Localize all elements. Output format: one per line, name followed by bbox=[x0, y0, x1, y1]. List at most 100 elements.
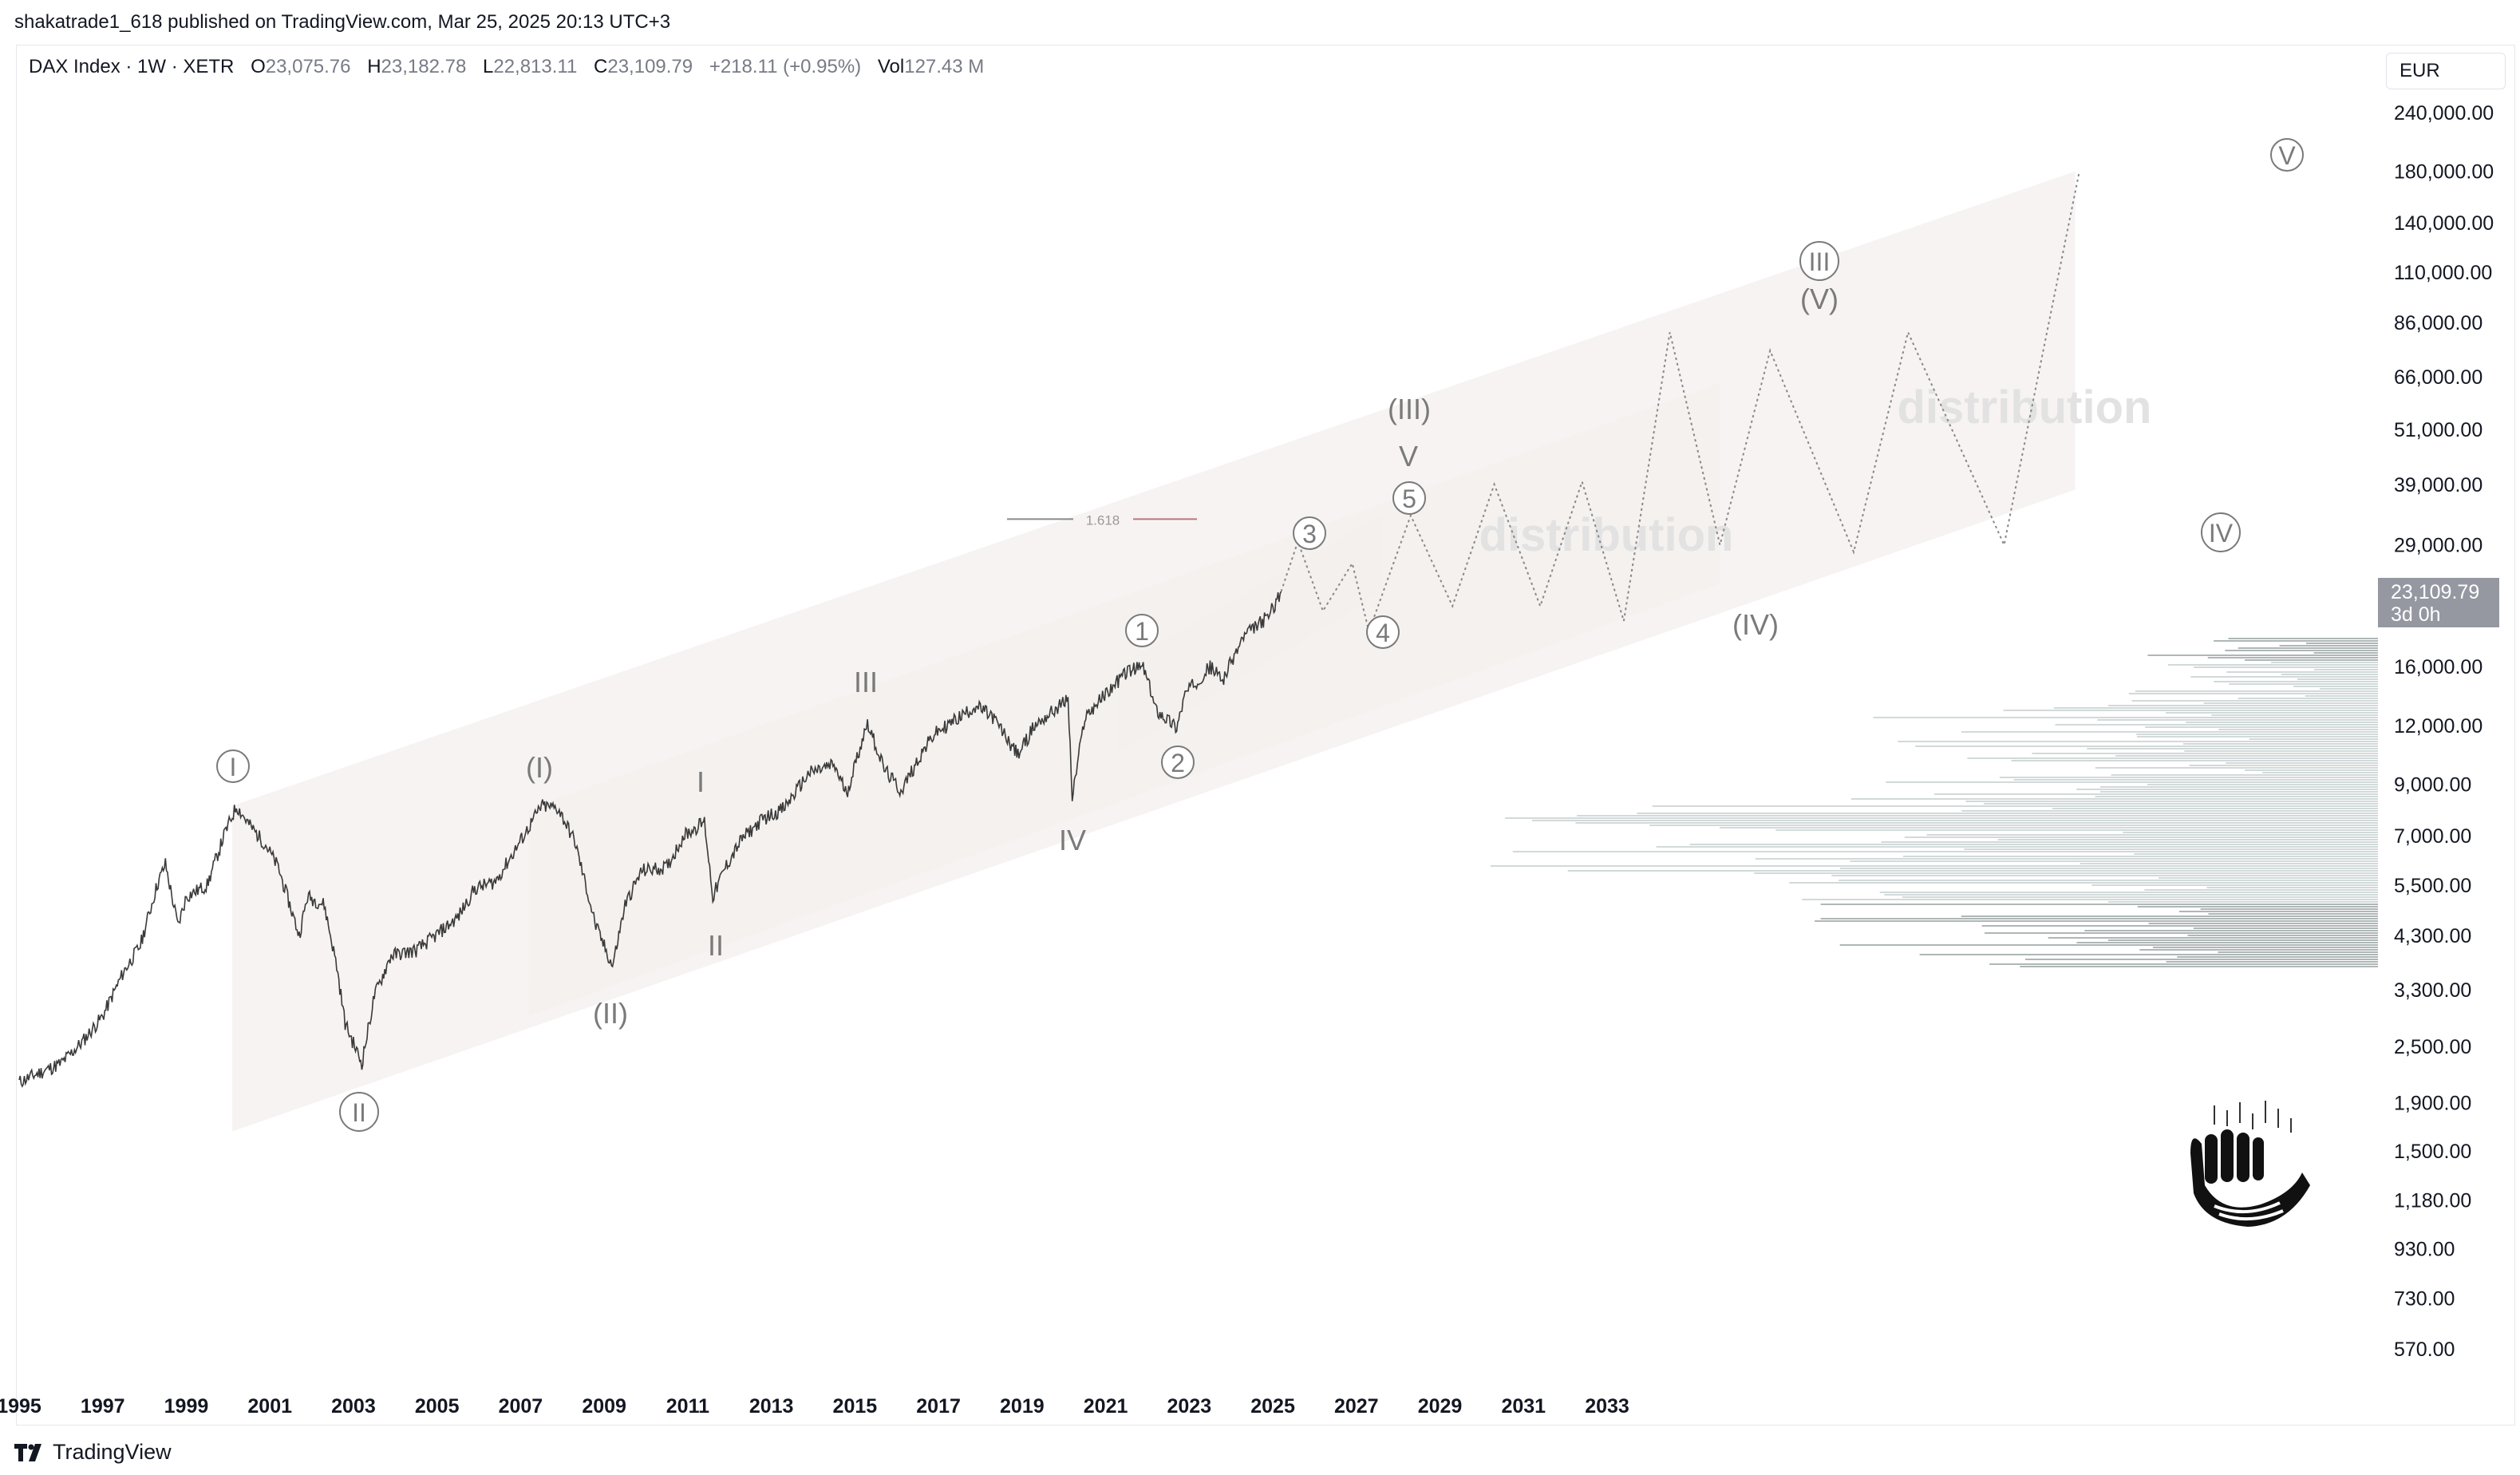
wave-label: 5 bbox=[1392, 481, 1426, 515]
x-tick-label: 2001 bbox=[247, 1395, 292, 1418]
y-tick-label: 12,000.00 bbox=[2394, 715, 2482, 738]
wave-label-text: 2 bbox=[1171, 749, 1185, 777]
wave-label: 2 bbox=[1161, 745, 1195, 779]
wave-label-text: III bbox=[1809, 247, 1831, 276]
wave-label-circle-icon bbox=[1799, 241, 1839, 281]
y-tick-label: 110,000.00 bbox=[2394, 262, 2492, 284]
x-tick-label: 2017 bbox=[916, 1395, 961, 1418]
wave-label-text: V bbox=[1399, 440, 1418, 473]
y-tick-label: 29,000.00 bbox=[2394, 535, 2482, 557]
wave-label: III bbox=[854, 666, 878, 698]
y-tick-label: 51,000.00 bbox=[2394, 419, 2482, 441]
wave-label: II bbox=[339, 1092, 379, 1132]
y-tick-label: 66,000.00 bbox=[2394, 366, 2482, 389]
x-tick-label: 2023 bbox=[1167, 1395, 1212, 1418]
publisher-line: shakatrade1_618 published on TradingView… bbox=[14, 11, 671, 33]
x-tick-label: 2011 bbox=[666, 1395, 709, 1418]
x-tick-label: 2031 bbox=[1501, 1395, 1546, 1418]
volume-value: 127.43 M bbox=[904, 56, 985, 77]
bar-countdown: 3d 0h bbox=[2391, 603, 2441, 626]
wave-label-text: (I) bbox=[526, 751, 553, 784]
wave-label: 4 bbox=[1366, 615, 1400, 649]
wave-label-text: 1 bbox=[1135, 617, 1149, 646]
high-value: 23,182.78 bbox=[381, 56, 467, 77]
wave-label-circle-icon bbox=[1293, 516, 1326, 550]
x-tick-label: 2021 bbox=[1084, 1395, 1128, 1418]
x-tick-label: 2003 bbox=[331, 1395, 376, 1418]
change-value: +218.11 (+0.95%) bbox=[709, 56, 862, 77]
wave-label: III bbox=[1799, 241, 1839, 281]
wave-label-text: IV bbox=[1059, 824, 1086, 856]
wave-label-text: V bbox=[2278, 141, 2296, 170]
chart-frame[interactable] bbox=[16, 45, 2515, 1426]
wave-label-text: IV bbox=[2209, 519, 2234, 548]
wave-label: V bbox=[2270, 138, 2304, 172]
x-tick-label: 2025 bbox=[1250, 1395, 1295, 1418]
x-tick-label: 2019 bbox=[1000, 1395, 1045, 1418]
wave-label-text: 3 bbox=[1302, 520, 1317, 548]
wave-label-text: 5 bbox=[1402, 484, 1416, 513]
x-tick-label: 2013 bbox=[749, 1395, 794, 1418]
y-tick-label: 930.00 bbox=[2394, 1239, 2455, 1261]
wave-label-text: (V) bbox=[1800, 283, 1839, 315]
close-label: C bbox=[594, 56, 608, 77]
y-tick-label: 570.00 bbox=[2394, 1339, 2455, 1361]
y-tick-label: 9,000.00 bbox=[2394, 774, 2471, 797]
wave-label-text: II bbox=[352, 1098, 366, 1127]
y-tick-label: 7,000.00 bbox=[2394, 825, 2471, 848]
tradingview-logo-icon bbox=[14, 1443, 41, 1461]
wave-label-text: I bbox=[230, 753, 237, 781]
distribution-label: distribution bbox=[1898, 382, 2152, 433]
open-label: O bbox=[251, 56, 266, 77]
y-tick-label: 39,000.00 bbox=[2394, 474, 2482, 496]
x-tick-label: 2015 bbox=[833, 1395, 878, 1418]
wave-label: (III) bbox=[1388, 393, 1431, 425]
high-label: H bbox=[367, 56, 381, 77]
tradingview-footer[interactable]: TradingView bbox=[14, 1440, 172, 1465]
last-price-tag: 23,109.79 3d 0h bbox=[2378, 578, 2499, 627]
wave-label: 1 bbox=[1125, 614, 1159, 647]
wave-label: 3 bbox=[1293, 516, 1326, 550]
y-tick-label: 3,300.00 bbox=[2394, 979, 2471, 1002]
x-tick-label: 1995 bbox=[0, 1395, 41, 1418]
wave-label-circle-icon bbox=[339, 1092, 379, 1132]
x-tick-label: 2029 bbox=[1418, 1395, 1463, 1418]
wave-label: I bbox=[697, 765, 705, 798]
wave-label-text: III bbox=[854, 666, 878, 698]
low-label: L bbox=[482, 56, 494, 77]
last-price-value: 23,109.79 bbox=[2391, 581, 2480, 603]
wave-label-text: (IV) bbox=[1732, 608, 1779, 641]
open-value: 23,075.76 bbox=[265, 56, 351, 77]
low-value: 22,813.11 bbox=[493, 56, 578, 77]
wave-label: (V) bbox=[1800, 283, 1839, 315]
x-tick-label: 1999 bbox=[164, 1395, 209, 1418]
y-tick-label: 4,300.00 bbox=[2394, 925, 2471, 947]
y-tick-label: 86,000.00 bbox=[2394, 312, 2482, 334]
wave-label: I bbox=[216, 749, 250, 783]
distribution-label: distribution bbox=[1479, 509, 1734, 561]
wave-label-circle-icon bbox=[2270, 138, 2304, 172]
fib-level-label: 1.618 bbox=[1086, 512, 1120, 528]
wave-label-text: (II) bbox=[593, 997, 628, 1030]
wave-label-circle-icon bbox=[1161, 745, 1195, 779]
y-tick-label: 180,000.00 bbox=[2394, 161, 2494, 184]
wave-label-text: I bbox=[697, 765, 705, 798]
symbol-label[interactable]: DAX Index · 1W · XETR bbox=[29, 56, 235, 77]
x-tick-label: 2033 bbox=[1585, 1395, 1629, 1418]
hand-logo-icon bbox=[2190, 1101, 2310, 1227]
currency-selector[interactable]: EUR bbox=[2386, 53, 2506, 89]
y-tick-label: 140,000.00 bbox=[2394, 212, 2494, 235]
wave-label: IV bbox=[2201, 512, 2241, 552]
wave-label-circle-icon bbox=[1392, 481, 1426, 515]
wave-label: (I) bbox=[526, 751, 553, 784]
wave-label-text: 4 bbox=[1376, 619, 1390, 647]
y-tick-label: 2,500.00 bbox=[2394, 1036, 2471, 1058]
tradingview-brand: TradingView bbox=[53, 1440, 172, 1464]
x-tick-label: 2027 bbox=[1334, 1395, 1379, 1418]
volume-label: Vol bbox=[877, 56, 905, 77]
wave-label: (II) bbox=[593, 997, 628, 1030]
price-series-line bbox=[18, 591, 1282, 1089]
y-tick-label: 730.00 bbox=[2394, 1288, 2455, 1311]
wave-label-circle-icon bbox=[216, 749, 250, 783]
